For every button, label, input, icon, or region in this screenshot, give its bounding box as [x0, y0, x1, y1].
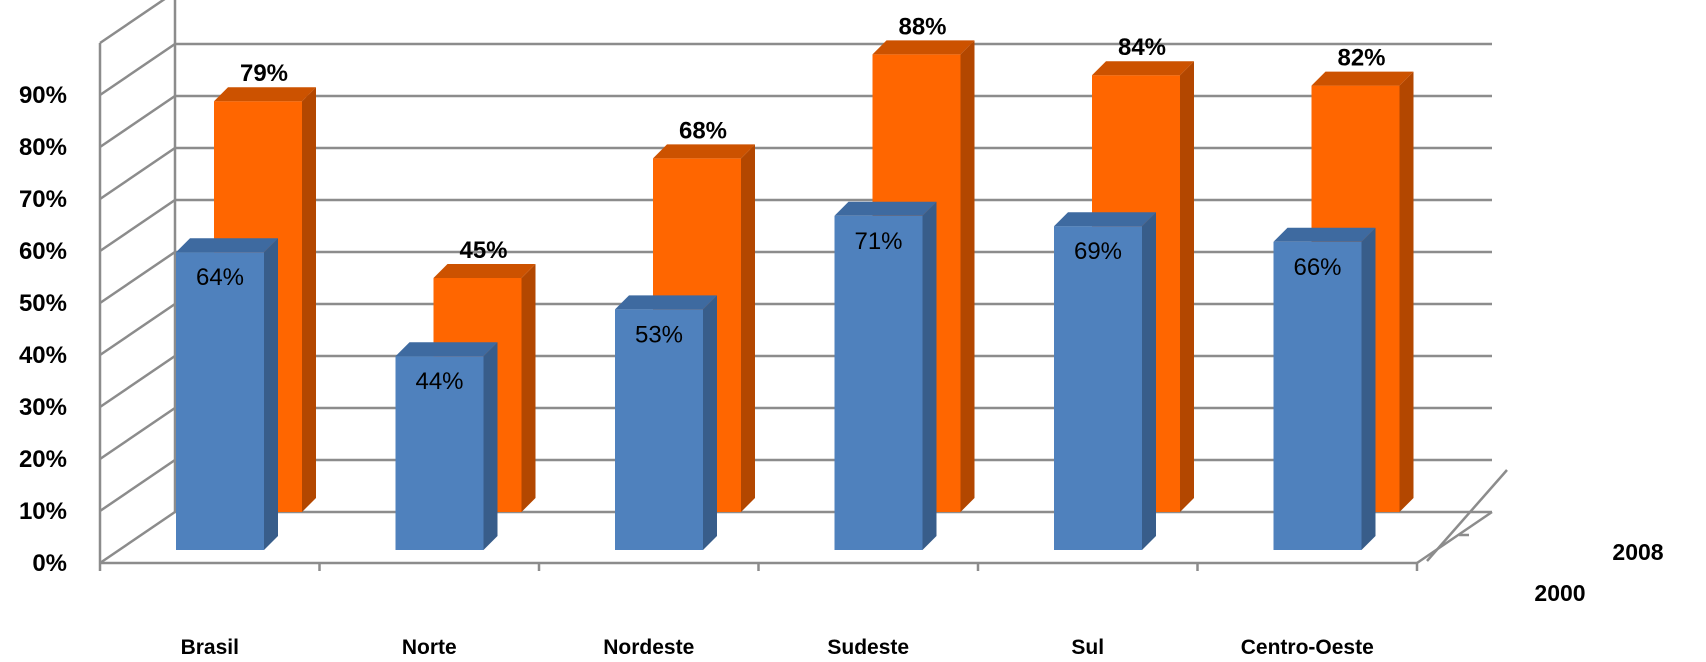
data-label-2000: 71%: [854, 228, 902, 255]
y-tick-label: 0%: [32, 550, 67, 577]
data-label-2000: 44%: [415, 368, 463, 395]
gridline-100: [100, 0, 1492, 43]
category-label: Sul: [1071, 636, 1104, 659]
bar-2000-sudeste-side: [923, 202, 937, 550]
data-label-2008: 68%: [679, 117, 727, 144]
bar-2008-sudeste-top: [873, 40, 975, 54]
y-tick-label: 60%: [19, 238, 67, 265]
bar-2008-norte-top: [434, 264, 536, 278]
bar-2008-brasil-top: [214, 87, 316, 101]
bar-2008-sul-top: [1092, 61, 1194, 75]
category-label: Brasil: [181, 636, 239, 659]
bar-2008-centro-oeste-side: [1400, 72, 1414, 512]
y-tick-label: 80%: [19, 134, 67, 161]
category-label: Nordeste: [603, 636, 694, 659]
bar-2008-norte-side: [522, 264, 536, 512]
bar-2000-centro-oeste-side: [1362, 228, 1376, 550]
bar-2008-sul-side: [1180, 61, 1194, 512]
bar-2000-sul-front: [1054, 226, 1142, 550]
bar-2008-brasil-side: [302, 87, 316, 512]
y-tick-label: 30%: [19, 394, 67, 421]
category-labels: Brasil Norte Nordeste Sudeste Sul Centro-Oest…: [181, 636, 1374, 659]
y-tick-label: 50%: [19, 290, 67, 317]
depth-axis-line: [1427, 470, 1507, 561]
data-label-2008: 88%: [898, 13, 946, 40]
data-label-2000: 66%: [1293, 254, 1341, 281]
bar-2008-centro-oeste-top: [1312, 72, 1414, 86]
y-tick-label: 90%: [19, 82, 67, 109]
data-label-2008: 45%: [459, 237, 507, 264]
series-2008-bars: [214, 40, 1414, 512]
category-label: Norte: [402, 636, 457, 659]
category-label: Sudeste: [827, 636, 909, 659]
bar-2000-brasil-side: [264, 238, 278, 550]
floor-right-edge: [1417, 512, 1492, 563]
series-label-2008: 2008: [1612, 539, 1663, 565]
data-label-2000: 64%: [196, 264, 244, 291]
data-label-2000: 53%: [635, 321, 683, 348]
bar-2000-sudeste-top: [835, 202, 937, 216]
y-tick-labels: 0% 10% 20% 30% 40% 50% 60% 70% 80% 90%: [19, 82, 67, 577]
bar-2000-sul-top: [1054, 212, 1156, 226]
y-tick-label: 70%: [19, 186, 67, 213]
y-tick-label: 20%: [19, 446, 67, 473]
data-label-2008: 82%: [1337, 45, 1385, 72]
bar-2008-nordeste-side: [741, 144, 755, 512]
bar-2008-sudeste-side: [961, 40, 975, 512]
bar-2000-sul-side: [1142, 212, 1156, 550]
series-label-2000: 2000: [1534, 580, 1585, 606]
y-tick-label: 10%: [19, 498, 67, 525]
bar-2000-nordeste-top: [615, 295, 717, 309]
y-tick-label: 40%: [19, 342, 67, 369]
bar-2000-centro-oeste-front: [1274, 242, 1362, 550]
data-label-2008: 79%: [240, 60, 288, 87]
bar-2000-norte-side: [484, 342, 498, 550]
category-label: Centro-Oeste: [1241, 636, 1374, 659]
bar-2000-brasil-front: [176, 252, 264, 550]
bar-2000-norte-top: [396, 342, 498, 356]
data-label-2008: 84%: [1118, 34, 1166, 61]
data-labels: 79% 64% 45% 44% 68% 53% 88% 71% 84% 69% 82% 66%: [196, 13, 1386, 395]
bar-2008-nordeste-top: [653, 144, 755, 158]
bar-2000-brasil-top: [176, 238, 278, 252]
depth-axis-labels: 2008 2000: [1534, 539, 1663, 606]
bar-2000-sudeste-front: [835, 216, 923, 550]
data-label-2000: 69%: [1074, 238, 1122, 265]
bar-2000-nordeste-side: [703, 295, 717, 550]
bar-2000-centro-oeste-top: [1274, 228, 1376, 242]
series-2000-bars: [176, 202, 1376, 550]
